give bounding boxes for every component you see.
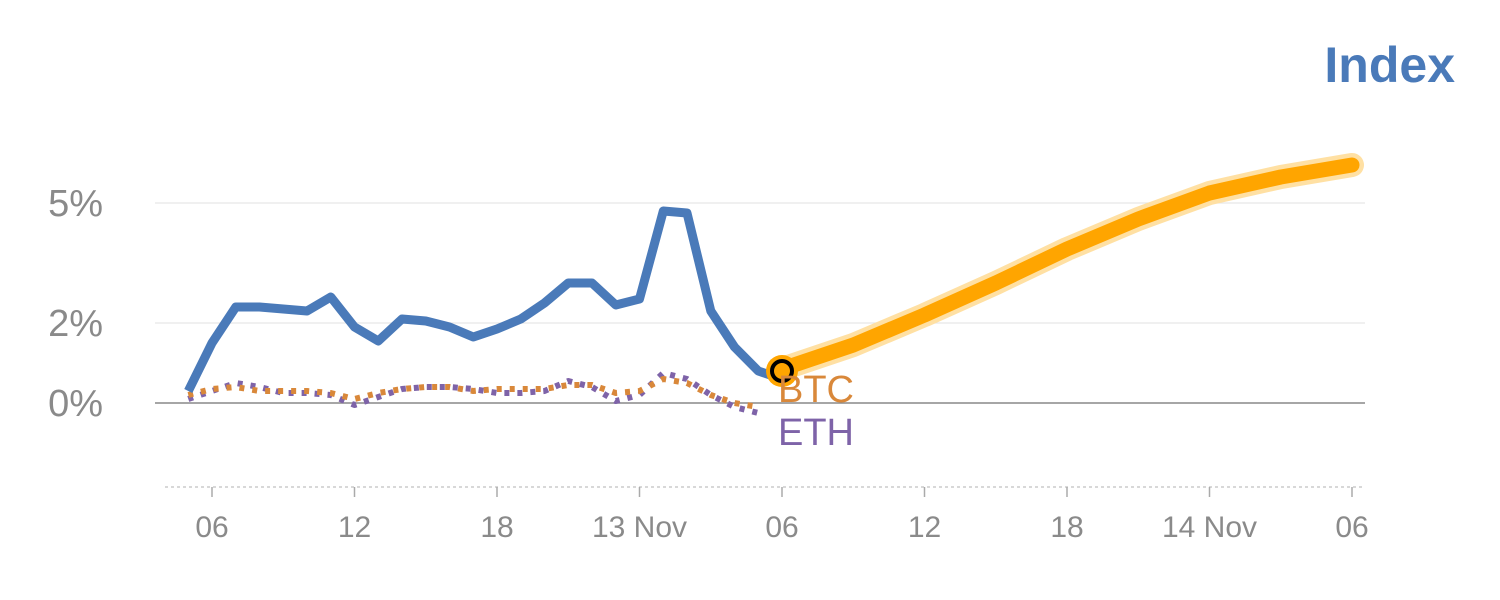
- series: [184, 153, 1364, 416]
- x-tick-label: 14 Nov: [1162, 511, 1257, 544]
- series-label-btc: BTC: [778, 369, 854, 411]
- series-label-eth: ETH: [778, 412, 854, 454]
- y-tick-label: 5%: [48, 183, 103, 225]
- series-line-btc: [187, 376, 759, 410]
- x-tick-label: 18: [1050, 511, 1083, 544]
- x-tick-label: 06: [195, 511, 228, 544]
- x-tick-label: 12: [908, 511, 941, 544]
- current-point-marker: [770, 359, 794, 383]
- x-tick-label: 13 Nov: [592, 511, 687, 544]
- x-tick-label: 06: [1335, 511, 1368, 544]
- series-line-index: [184, 206, 784, 393]
- axes: [165, 486, 1365, 497]
- x-tick-label: 06: [765, 511, 798, 544]
- y-tick-label: 0%: [48, 383, 103, 425]
- x-tick-label: 18: [480, 511, 513, 544]
- x-tick-label: 12: [338, 511, 371, 544]
- y-tick-label: 2%: [48, 303, 103, 345]
- chart-title: Index: [1324, 37, 1455, 93]
- series-line-forecast: [774, 157, 1360, 377]
